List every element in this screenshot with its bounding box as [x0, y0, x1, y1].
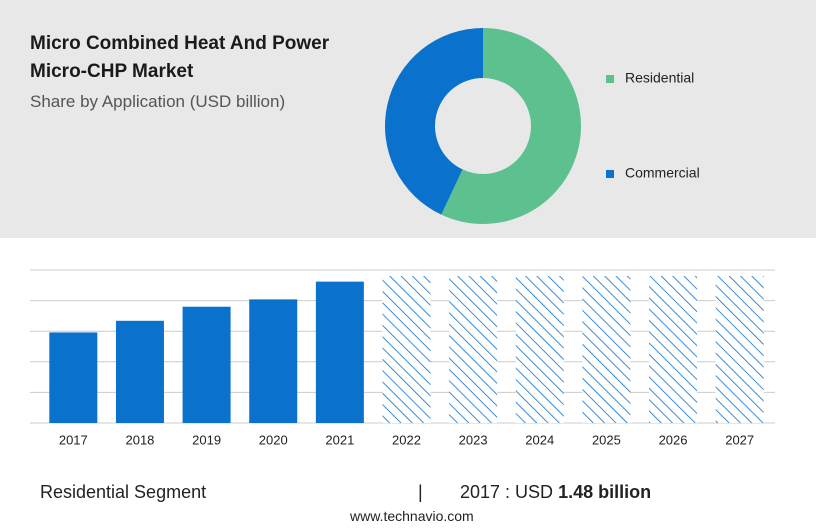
donut-slice — [384, 27, 483, 215]
year-text: 2017 : USD — [460, 482, 554, 502]
bar — [315, 281, 364, 423]
x-tick-label: 2025 — [592, 432, 621, 447]
source: www.technavio.com — [350, 508, 474, 524]
forecast-bar — [382, 276, 431, 423]
legend-swatch — [606, 170, 614, 178]
segment-value: 1.48 billion — [558, 482, 652, 502]
forecast-bar — [515, 276, 564, 423]
x-tick-label: 2021 — [325, 432, 354, 447]
bar — [49, 332, 98, 423]
bar — [115, 320, 164, 423]
x-tick-label: 2018 — [125, 432, 154, 447]
chart-title: Micro Combined Heat And Power Micro-CHP … — [30, 33, 330, 82]
forecast-bar — [715, 276, 764, 423]
x-tick-label: 2024 — [525, 432, 554, 447]
x-tick-label: 2026 — [659, 432, 688, 447]
x-tick-label: 2022 — [392, 432, 421, 447]
donut-slice — [441, 28, 581, 224]
bar — [182, 306, 231, 423]
separator: | — [418, 482, 423, 502]
x-tick-label: 2023 — [459, 432, 488, 447]
forecast-bar — [582, 276, 631, 423]
legend-label: Residential — [625, 70, 694, 86]
chart-subtitle: Share by Application (USD billion) — [30, 92, 286, 111]
x-tick-label: 2017 — [59, 432, 88, 447]
legend-label: Commercial — [625, 165, 700, 181]
x-tick-label: 2019 — [192, 432, 221, 447]
x-tick-label: 2027 — [725, 432, 754, 447]
bar — [249, 299, 298, 423]
x-tick-label: 2020 — [259, 432, 288, 447]
year-label: 2017 : USD 1.48 billion — [460, 482, 651, 503]
segment-label: Residential Segment — [40, 482, 207, 502]
forecast-bar — [649, 276, 698, 423]
forecast-bar — [449, 276, 498, 423]
legend-swatch — [606, 75, 614, 83]
